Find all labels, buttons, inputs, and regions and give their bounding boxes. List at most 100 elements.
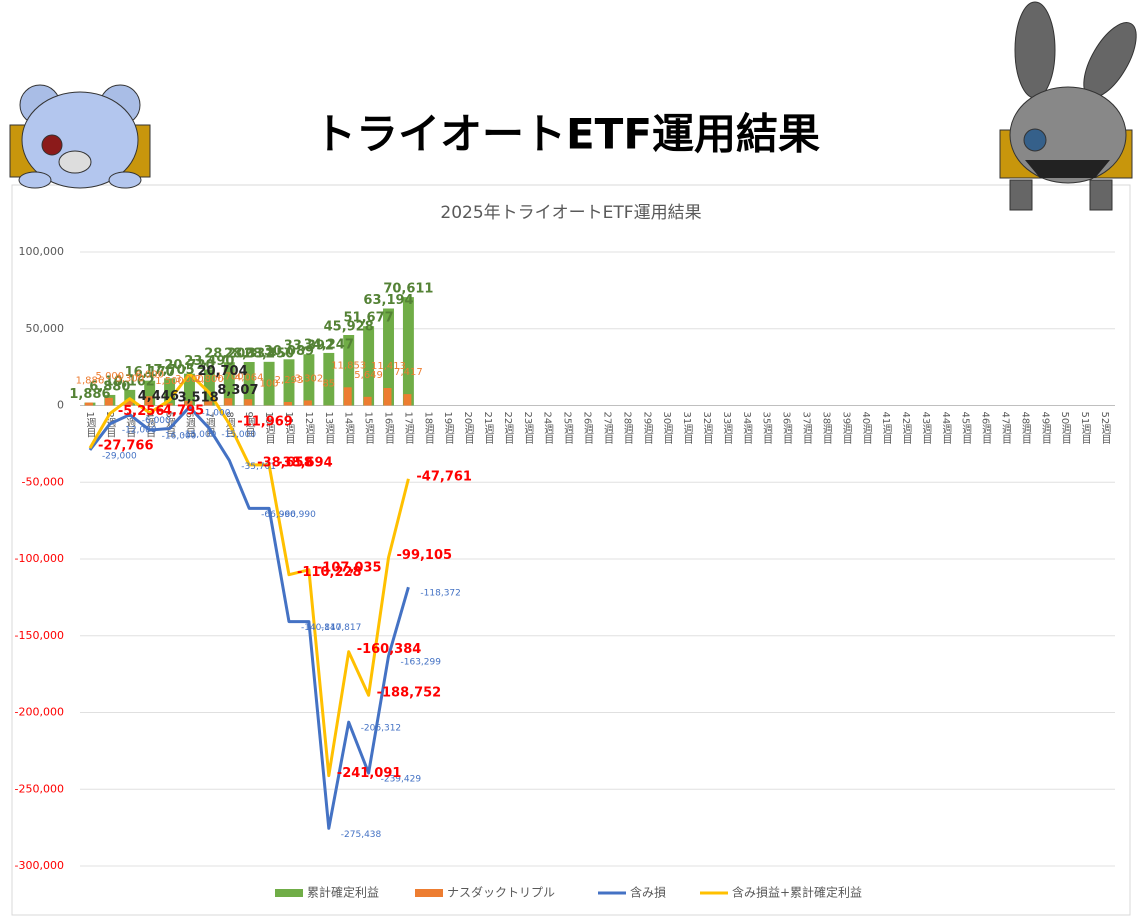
bar [144, 396, 153, 406]
data-label: -66,990 [261, 510, 296, 520]
data-label: -241,091 [337, 766, 402, 781]
y-tick-label: 50,000 [26, 322, 65, 335]
data-label: 1,886 [76, 376, 105, 387]
x-tick-label: 45週目 [960, 412, 972, 445]
x-tick-label: 14週目 [343, 412, 355, 445]
bar [244, 399, 253, 406]
x-tick-label: 25週目 [562, 412, 574, 445]
bar [303, 354, 315, 406]
x-tick-label: 40週目 [860, 412, 872, 445]
data-label: 11,853 [331, 360, 366, 371]
data-label: -16,000 [162, 432, 197, 442]
x-tick-label: 48週目 [1019, 412, 1031, 445]
x-tick-label: 24週目 [542, 412, 554, 445]
x-tick-label: 27週目 [601, 412, 613, 445]
bar [343, 335, 355, 406]
x-tick-label: 31週目 [681, 412, 693, 445]
x-tick-label: 16週目 [383, 412, 395, 445]
legend-label: ナスダックトリプル [447, 885, 555, 900]
data-label: 45,928 [324, 320, 374, 335]
data-label: -27,766 [98, 439, 154, 454]
bar [183, 373, 195, 406]
data-label: 7,417 [394, 367, 423, 378]
x-tick-label: 33週目 [721, 412, 733, 445]
line [88, 372, 410, 778]
y-tick-label: -150,000 [15, 629, 64, 642]
line [88, 405, 410, 830]
y-tick-label: -200,000 [15, 706, 64, 719]
data-label: -38,658 [257, 455, 313, 470]
data-label: 20,720 [164, 358, 214, 373]
data-label: 2,293 [275, 375, 304, 386]
legend-label: 含み損 [630, 885, 666, 900]
data-label: 6,880 [89, 379, 130, 394]
data-label: -140,817 [321, 623, 361, 633]
x-tick-label: 6週目 [183, 412, 195, 438]
data-label: 63,194 [363, 293, 413, 308]
y-tick-label: -50,000 [22, 475, 64, 488]
data-label: -206,312 [361, 724, 401, 734]
bar [184, 400, 193, 406]
data-label: -110,228 [297, 565, 362, 580]
data-label: 6,000 [135, 369, 164, 380]
x-tick-label: 52週目 [1099, 412, 1111, 445]
x-tick-label: 1週目 [84, 412, 96, 438]
bar [203, 369, 215, 406]
bar [263, 361, 275, 406]
data-label: 30,089 [264, 344, 314, 359]
data-label: 33,392 [284, 339, 334, 354]
data-label: -188,752 [377, 686, 442, 701]
y-tick-label: 100,000 [19, 245, 65, 258]
x-tick-label: 50週目 [1059, 412, 1071, 445]
x-tick-label: 19週目 [442, 412, 454, 445]
page-title: トライオートETF運用結果 [314, 110, 820, 159]
data-label: -12,000 [122, 425, 157, 435]
bar [144, 380, 156, 406]
y-tick-label: 0 [57, 399, 64, 412]
legend-label: 含み損益+累計確定利益 [732, 885, 862, 900]
data-label: 4,446 [138, 389, 179, 404]
data-label: -6,000 [142, 416, 171, 426]
bar [164, 403, 173, 406]
data-label: -163,299 [401, 658, 442, 668]
x-tick-label: 47週目 [1000, 412, 1012, 445]
data-label: 3,000 [175, 374, 204, 385]
x-tick-label: 30週目 [661, 412, 673, 445]
x-tick-label: 32週目 [701, 412, 713, 445]
x-tick-label: 49週目 [1039, 412, 1051, 445]
x-tick-label: 44週目 [940, 412, 952, 445]
bar [223, 362, 235, 406]
data-label: 28,450 [244, 346, 294, 361]
legend-swatch [415, 889, 443, 897]
legend-label: 累計確定利益 [307, 885, 379, 900]
x-tick-label: 23週目 [522, 412, 534, 445]
data-label: 70,611 [383, 282, 433, 297]
chart-frame [11, 184, 1131, 916]
data-label: -99,105 [397, 548, 453, 563]
chart-title: 2025年トライオートETF運用結果 [440, 203, 701, 223]
data-label: 23,490 [184, 354, 234, 369]
data-label: -275,438 [341, 830, 382, 840]
bar [383, 387, 392, 406]
data-label: 100 [260, 378, 279, 389]
bar [303, 400, 312, 406]
x-tick-label: 37週目 [800, 412, 812, 445]
data-label: 28,332 [224, 347, 274, 362]
data-label: -4,795 [158, 403, 205, 418]
data-label: 3,302 [295, 373, 324, 384]
data-label: 1,500 [155, 376, 184, 387]
x-tick-label: 17週目 [402, 412, 414, 445]
x-tick-label: 39週目 [840, 412, 852, 445]
x-tick-label: 15週目 [363, 412, 375, 445]
data-label: 5,000 [96, 371, 125, 382]
data-label: -35,701 [241, 462, 276, 472]
data-label: -160,384 [357, 642, 422, 657]
data-label: 4,700 [215, 371, 244, 382]
data-label: -5,256 [118, 404, 165, 419]
x-tick-label: 26週目 [582, 412, 594, 445]
data-label: 16,170 [125, 365, 175, 380]
mascot-left [9, 84, 151, 189]
x-tick-label: 34週目 [741, 412, 753, 445]
data-label: -66,990 [281, 510, 316, 520]
